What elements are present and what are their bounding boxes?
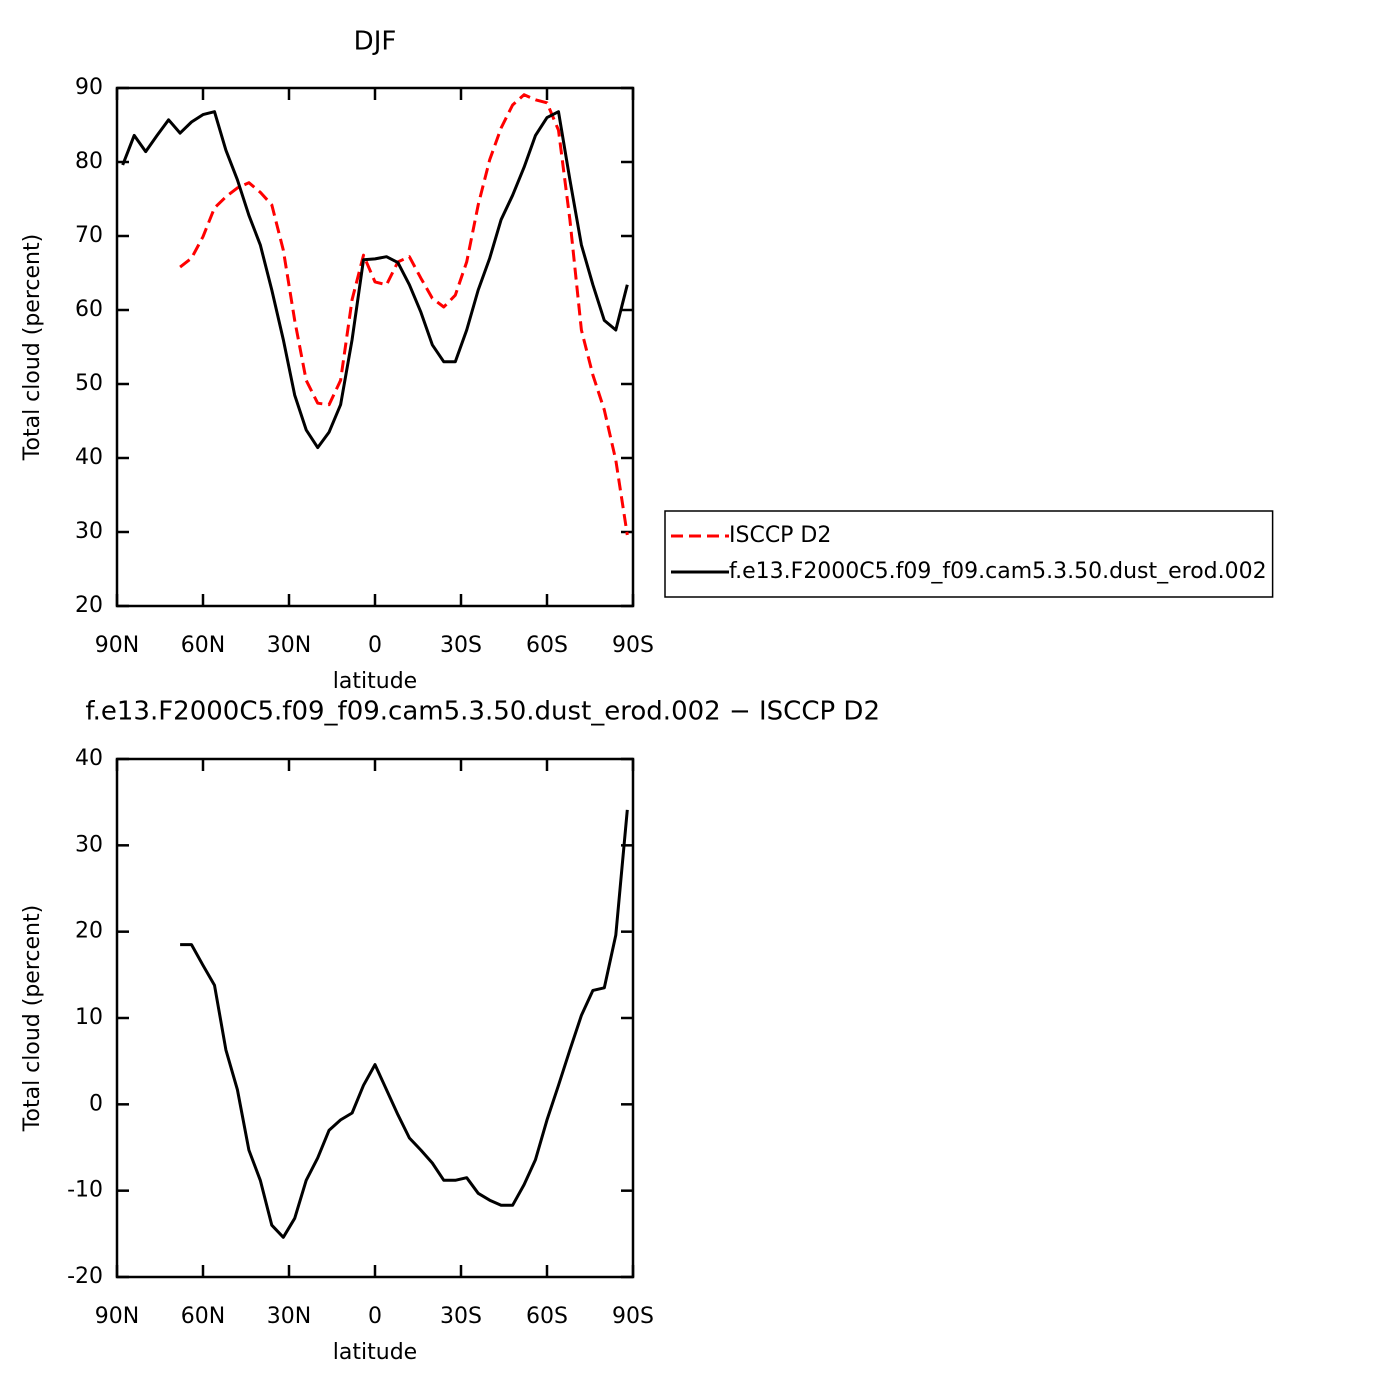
x-tick-label: 30S <box>440 633 482 658</box>
legend-label: ISCCP D2 <box>729 523 831 548</box>
x-tick-label: 60S <box>526 1304 568 1329</box>
y-tick-label: 80 <box>75 149 103 174</box>
y-tick-label: 20 <box>75 919 103 944</box>
x-tick-label: 90N <box>95 633 139 658</box>
x-axis-label: latitude <box>333 1340 417 1365</box>
x-tick-label: 60N <box>181 1304 225 1329</box>
y-axis-label: Total cloud (percent) <box>20 905 45 1132</box>
panel: f.e13.F2000C5.f09_f09.cam5.3.50.dust_ero… <box>20 697 880 1366</box>
chart-title: DJF <box>354 27 397 57</box>
y-tick-label: 30 <box>75 519 103 544</box>
x-tick-label: 90S <box>612 1304 654 1329</box>
y-tick-label: 60 <box>75 297 103 322</box>
y-tick-label: 50 <box>75 371 103 396</box>
plot-frame <box>115 757 635 1279</box>
y-tick-label: 40 <box>75 746 103 771</box>
x-tick-label: 60S <box>526 633 568 658</box>
y-tick-label: 20 <box>75 593 103 618</box>
data-line <box>180 809 629 1239</box>
x-tick-label: 30N <box>267 633 311 658</box>
y-tick-label: 30 <box>75 832 103 857</box>
x-tick-label: 90N <box>95 1304 139 1329</box>
y-tick-label: -20 <box>67 1264 103 1289</box>
y-tick-label: 70 <box>75 223 103 248</box>
x-axis-label: latitude <box>333 669 417 694</box>
y-tick-label: -10 <box>67 1178 103 1203</box>
x-tick-label: 30S <box>440 1304 482 1329</box>
x-tick-label: 0 <box>368 1304 382 1329</box>
panel: DJF latitude Total cloud (percent) 90N 60N 30… <box>20 27 1274 694</box>
x-tick-label: 60N <box>181 633 225 658</box>
x-tick-label: 90S <box>612 633 654 658</box>
y-tick-label: 10 <box>75 1005 103 1030</box>
data-line <box>121 110 629 450</box>
x-tick-label: 0 <box>368 633 382 658</box>
y-axis-label: Total cloud (percent) <box>20 234 45 461</box>
y-tick-label: 40 <box>75 445 103 470</box>
y-tick-label: 0 <box>89 1091 103 1116</box>
plot-frame <box>115 86 635 608</box>
legend-box <box>664 510 1274 598</box>
x-tick-label: 30N <box>267 1304 311 1329</box>
data-line <box>179 93 629 536</box>
legend-label: f.e13.F2000C5.f09_f09.cam5.3.50.dust_ero… <box>729 559 1267 584</box>
y-tick-label: 90 <box>75 75 103 100</box>
chart-title: f.e13.F2000C5.f09_f09.cam5.3.50.dust_ero… <box>85 697 880 727</box>
